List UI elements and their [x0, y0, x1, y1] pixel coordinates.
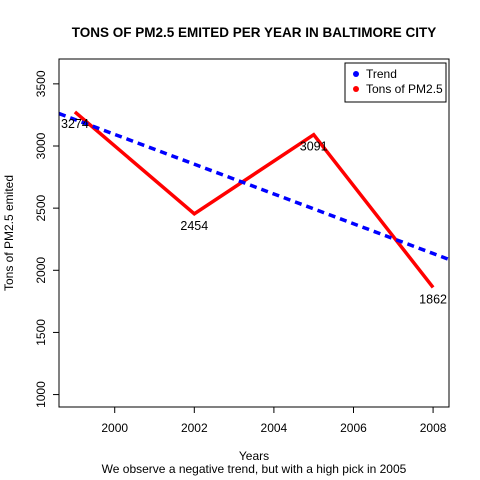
y-tick-label: 2000 — [34, 257, 48, 284]
y-axis: 1000 1500 2000 2500 3000 3500 — [34, 70, 59, 408]
chart-subtitle: We observe a negative trend, but with a … — [102, 462, 407, 476]
legend-box — [344, 62, 447, 103]
chart-title: TONS OF PM2.5 EMITED PER YEAR IN BALTIMO… — [72, 25, 437, 40]
legend-marker-trend — [353, 71, 359, 77]
x-tick-label: 2004 — [261, 421, 288, 435]
y-axis-title: Tons of PM2.5 emited — [2, 175, 16, 291]
pm25-series-line — [73, 110, 435, 289]
x-tick-label: 2008 — [420, 421, 447, 435]
legend-label-trend: Trend — [366, 67, 397, 81]
x-tick-label: 2006 — [340, 421, 367, 435]
data-label: 3274 — [61, 117, 89, 131]
legend: Trend Tons of PM2.5 — [344, 62, 447, 103]
data-label: 1862 — [419, 292, 447, 306]
y-tick-label: 1000 — [34, 381, 48, 408]
data-label: 2454 — [180, 219, 208, 233]
y-tick-label: 1500 — [34, 319, 48, 346]
plot-frame — [58, 58, 450, 408]
y-tick-label: 3500 — [34, 70, 48, 97]
x-axis: 2000 2002 2004 2006 2008 — [101, 407, 447, 435]
data-label: 3091 — [300, 140, 328, 154]
y-tick-label: 3000 — [34, 132, 48, 159]
plot-area: 3274 2454 3091 1862 — [58, 110, 450, 306]
trend-line — [58, 111, 450, 262]
x-axis-title: Years — [239, 449, 269, 463]
x-tick-label: 2002 — [181, 421, 208, 435]
legend-marker-pm25 — [353, 86, 359, 92]
x-tick-label: 2000 — [101, 421, 128, 435]
y-tick-label: 2500 — [34, 194, 48, 221]
legend-label-pm25: Tons of PM2.5 — [366, 82, 443, 96]
